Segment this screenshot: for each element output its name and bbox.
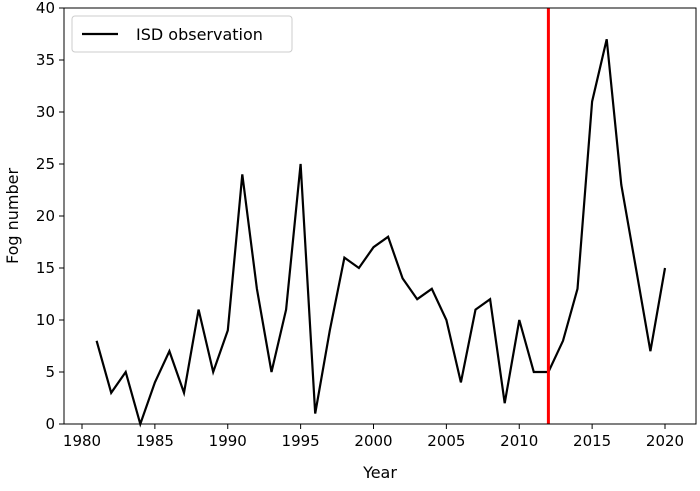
y-tick-label: 35 — [36, 51, 55, 69]
y-tick-label: 15 — [36, 259, 55, 277]
plot-frame — [64, 8, 696, 424]
y-tick-label: 40 — [36, 0, 55, 17]
legend-label: ISD observation — [136, 25, 263, 44]
x-tick-label: 2010 — [500, 432, 538, 450]
y-tick-label: 20 — [36, 207, 55, 225]
y-tick-label: 0 — [45, 415, 55, 433]
y-tick-label: 5 — [45, 363, 55, 381]
x-tick-label: 2005 — [427, 432, 465, 450]
x-tick-label: 1995 — [282, 432, 320, 450]
x-tick-label: 1990 — [209, 432, 247, 450]
legend: ISD observation — [72, 16, 292, 52]
y-tick-label: 25 — [36, 155, 55, 173]
y-tick-label: 30 — [36, 103, 55, 121]
x-tick-label: 1980 — [63, 432, 101, 450]
x-tick-label: 2015 — [573, 432, 611, 450]
y-tick-label: 10 — [36, 311, 55, 329]
series-line-isd-observation — [97, 39, 665, 424]
x-tick-label: 2000 — [354, 432, 392, 450]
x-tick-label: 1985 — [136, 432, 174, 450]
y-axis-label: Fog number — [3, 168, 22, 265]
x-axis-label: Year — [362, 463, 397, 482]
x-tick-label: 2020 — [646, 432, 684, 450]
